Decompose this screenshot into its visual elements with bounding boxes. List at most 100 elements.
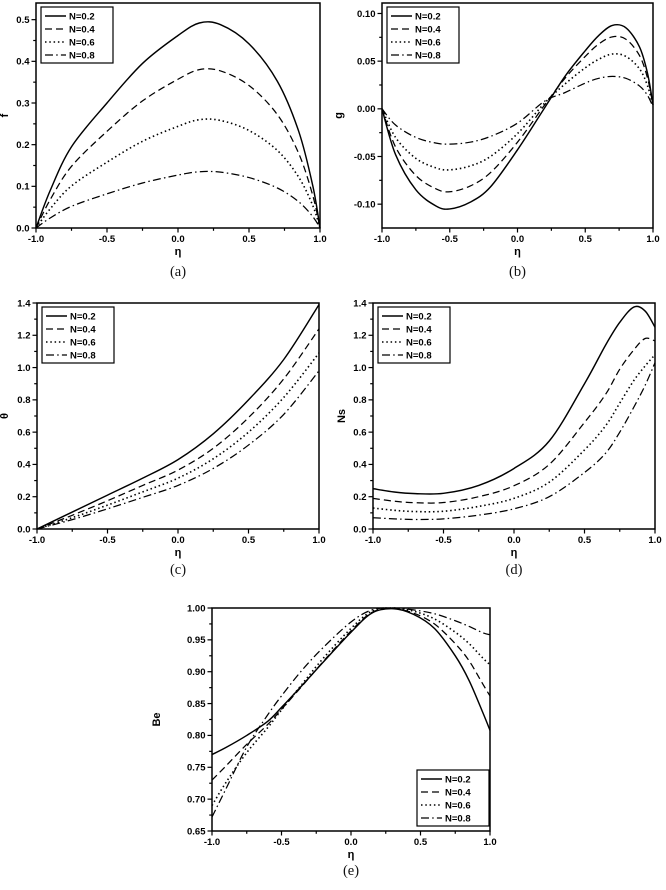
svg-text:-0.5: -0.5: [99, 535, 116, 546]
svg-text:0.75: 0.75: [187, 763, 206, 774]
chart-d-canvas: -1.0 -0.5 0.0 0.5 1.0 0.0 0.2 0.4 0.6 0.8 1.0 1.2 1.…: [336, 298, 662, 559]
svg-text:0.0: 0.0: [511, 234, 524, 245]
legend-label-N=0.6: N=0.6: [70, 337, 96, 348]
curve-N=0.8: [211, 607, 491, 818]
svg-text:-0.5: -0.5: [99, 234, 116, 245]
svg-text:0.0: 0.0: [171, 234, 184, 245]
legend-label-N=0.8: N=0.8: [415, 50, 441, 61]
chart-b-canvas: -1.0 -0.5 0.0 0.5 1.0 -0.10 -0.05 0.00 0.05 0.10 η…: [333, 2, 660, 258]
series: [372, 305, 656, 521]
x-axis-label: η: [175, 547, 182, 559]
svg-text:0.5: 0.5: [242, 234, 256, 245]
tick-labels: -1.0 -0.5 0.0 0.5 1.0 0.0 0.1 0.2 0.3 0.4 0.5: [16, 15, 326, 245]
svg-text:-1.0: -1.0: [28, 234, 44, 245]
legend-label-N=0.2: N=0.2: [70, 311, 96, 322]
svg-text:0.5: 0.5: [578, 535, 592, 546]
legend-label-N=0.2: N=0.2: [69, 11, 95, 22]
svg-text:0.85: 0.85: [187, 699, 206, 710]
svg-text:0.1: 0.1: [16, 182, 30, 193]
svg-text:0.2: 0.2: [353, 492, 366, 503]
svg-text:0.10: 0.10: [357, 9, 376, 20]
legend-label-N=0.2: N=0.2: [445, 774, 471, 785]
legend-label-N=0.6: N=0.6: [406, 337, 432, 348]
svg-text:1.0: 1.0: [312, 535, 325, 546]
curve-N=0.4: [381, 35, 654, 193]
axis-box: [372, 302, 656, 530]
curve-N=0.6: [35, 118, 321, 229]
svg-text:-0.05: -0.05: [354, 152, 376, 163]
curve-N=0.2: [381, 23, 654, 210]
curve-N=0.4: [35, 68, 321, 229]
legend-label-N=0.8: N=0.8: [406, 350, 432, 361]
axis-box: [381, 2, 654, 229]
svg-text:0.05: 0.05: [357, 56, 376, 67]
svg-text:-0.5: -0.5: [442, 234, 459, 245]
svg-text:-1.0: -1.0: [204, 837, 220, 848]
y-axis-label: g: [333, 112, 345, 119]
svg-text:0.70: 0.70: [187, 794, 206, 805]
axis-box: [36, 302, 320, 530]
x-axis-label: η: [514, 246, 521, 258]
svg-text:0.0: 0.0: [344, 837, 357, 848]
subplot-d: -1.0 -0.5 0.0 0.5 1.0 0.0 0.2 0.4 0.6 0.8 1.0 1.2 1.…: [333, 288, 666, 582]
legend: N=0.2 N=0.4 N=0.6 N=0.8: [40, 6, 114, 64]
svg-text:1.0: 1.0: [483, 837, 496, 848]
legend-label-N=0.4: N=0.4: [445, 787, 471, 798]
svg-text:0.8: 0.8: [17, 395, 30, 406]
svg-text:0.0: 0.0: [17, 524, 30, 535]
caption-d: (d): [505, 562, 523, 578]
chart-a-canvas: -1.0 -0.5 0.0 0.5 1.0 0.0 0.1 0.2 0.3 0.4 0.5 η f N=0…: [0, 2, 327, 258]
ticks: [368, 302, 656, 534]
svg-text:1.0: 1.0: [646, 234, 659, 245]
legend: N=0.2 N=0.4 N=0.6 N=0.8: [386, 6, 460, 64]
svg-text:0.6: 0.6: [17, 427, 30, 438]
legend: N=0.2 N=0.4 N=0.6 N=0.8: [377, 306, 451, 364]
svg-text:-0.5: -0.5: [273, 837, 290, 848]
subplot-b: -1.0 -0.5 0.0 0.5 1.0 -0.10 -0.05 0.00 0.05 0.10 η…: [333, 0, 666, 288]
svg-text:0.4: 0.4: [17, 460, 31, 471]
y-axis-label: Be: [151, 712, 163, 726]
svg-text:0.4: 0.4: [16, 57, 30, 68]
series: [381, 23, 654, 210]
svg-text:1.00: 1.00: [187, 603, 206, 614]
svg-text:0.0: 0.0: [171, 535, 184, 546]
svg-text:-0.5: -0.5: [435, 535, 452, 546]
svg-text:0.0: 0.0: [507, 535, 520, 546]
series: [35, 21, 321, 229]
legend-label-N=0.4: N=0.4: [69, 24, 95, 35]
svg-text:1.0: 1.0: [648, 535, 661, 546]
svg-text:0.00: 0.00: [357, 104, 376, 115]
svg-text:0.5: 0.5: [16, 15, 30, 26]
curve-N=0.2: [372, 305, 656, 495]
curve-N=0.6: [372, 354, 656, 513]
subplot-e: -1.0 -0.5 0.0 0.5 1.0 0.65 0.70 0.75 0.80 0.85 0.9…: [145, 582, 521, 887]
legend-label-N=0.4: N=0.4: [415, 24, 441, 35]
svg-text:0.8: 0.8: [353, 395, 366, 406]
curve-N=0.6: [36, 352, 320, 530]
axis-box: [35, 2, 321, 229]
caption-e: (e): [342, 863, 360, 879]
caption-c: (c): [169, 562, 187, 578]
y-axis-label: θ: [0, 413, 11, 419]
series: [36, 304, 320, 530]
series: [211, 607, 491, 818]
svg-text:0.80: 0.80: [187, 731, 206, 742]
tick-labels: -1.0 -0.5 0.0 0.5 1.0 0.0 0.2 0.4 0.6 0.8 1.0 1.2 1.…: [353, 298, 661, 546]
subplot-a: -1.0 -0.5 0.0 0.5 1.0 0.0 0.1 0.2 0.3 0.4 0.5 η f N=0…: [0, 0, 333, 288]
svg-text:0.65: 0.65: [187, 826, 206, 837]
x-axis-label: η: [175, 246, 182, 258]
legend-label-N=0.6: N=0.6: [69, 37, 95, 48]
y-axis-label: f: [0, 113, 11, 117]
curve-N=0.2: [36, 304, 320, 530]
svg-text:1.0: 1.0: [17, 363, 30, 374]
tick-labels: -1.0 -0.5 0.0 0.5 1.0 0.0 0.2 0.4 0.6 0.8 1.0 1.2 1.…: [17, 298, 325, 546]
svg-text:0.5: 0.5: [242, 535, 256, 546]
svg-text:-1.0: -1.0: [29, 535, 45, 546]
svg-text:0.6: 0.6: [353, 427, 366, 438]
svg-text:0.0: 0.0: [353, 524, 366, 535]
curve-N=0.8: [36, 370, 320, 530]
legend-label-N=0.8: N=0.8: [70, 350, 96, 361]
svg-text:1.4: 1.4: [353, 298, 367, 309]
tick-labels: -1.0 -0.5 0.0 0.5 1.0 -0.10 -0.05 0.00 0.05 0.10: [354, 9, 660, 245]
